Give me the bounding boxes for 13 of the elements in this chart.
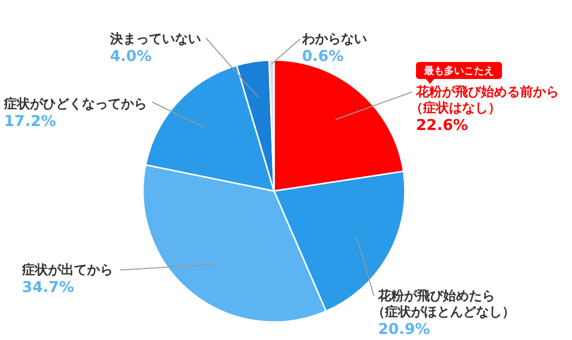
- text: 最も多いこたえ: [423, 65, 494, 77]
- slice-label: 決まっていない: [109, 32, 201, 47]
- legend-label: 花粉が飛び始める前から（症状はなし）: [410, 85, 559, 116]
- data-label: 0.6%: [302, 47, 344, 65]
- slice-label: 花粉が飛び始めたら（症状がほとんどなし）: [372, 289, 515, 320]
- data-label: 20.9%: [378, 320, 430, 338]
- data-label: 34.7%: [22, 278, 74, 296]
- slice-label: 症状がひどくなってから: [3, 96, 147, 112]
- slice-label: 症状が出てから: [21, 262, 113, 278]
- data-label: 4.0%: [110, 47, 152, 65]
- data-label: 17.2%: [4, 112, 56, 130]
- slice-label: わからない: [301, 32, 367, 47]
- data-label: 22.6%: [416, 116, 468, 134]
